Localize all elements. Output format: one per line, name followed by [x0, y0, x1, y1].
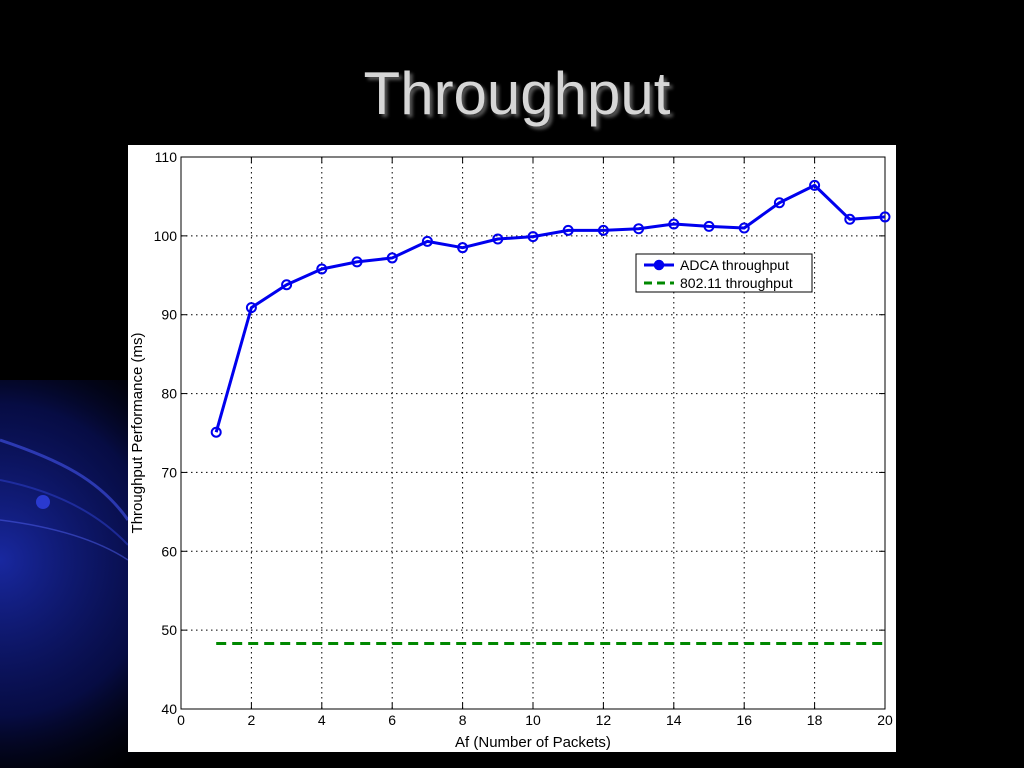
data-point-marker — [773, 197, 785, 209]
data-point-marker — [421, 235, 433, 247]
data-point-marker — [351, 256, 363, 268]
legend-label-1: 802.11 throughput — [680, 275, 793, 291]
x-tick-label: 18 — [807, 712, 823, 728]
x-tick-label: 20 — [877, 712, 893, 728]
x-tick-label: 14 — [666, 712, 682, 728]
y-tick-label: 80 — [161, 386, 177, 402]
y-tick-label: 100 — [154, 228, 178, 244]
data-point-marker — [879, 211, 891, 223]
y-tick-label: 110 — [155, 149, 178, 165]
data-point-marker — [457, 242, 469, 254]
x-tick-label: 0 — [177, 712, 185, 728]
data-point-marker — [562, 224, 574, 236]
data-point-marker — [527, 231, 539, 243]
x-axis-label: Af (Number of Packets) — [455, 734, 611, 751]
data-point-marker — [597, 224, 609, 236]
throughput-line-chart: 0 2 4 6 8 10 12 14 16 18 20 40 50 60 70 80 90 100 110 Af (N… — [129, 149, 893, 751]
chart-panel: 0 2 4 6 8 10 12 14 16 18 20 40 50 60 70 80 90 100 110 Af (N… — [128, 145, 896, 752]
data-point-marker — [668, 218, 680, 230]
x-tick-label: 8 — [459, 712, 467, 728]
series-line-0 — [214, 183, 886, 433]
x-tick-label: 4 — [318, 712, 326, 728]
y-tick-label: 70 — [161, 464, 177, 480]
x-tick-label: 16 — [736, 712, 752, 728]
y-tick-label: 50 — [161, 622, 177, 638]
data-point-marker — [844, 213, 856, 225]
y-tick-label: 60 — [161, 543, 177, 559]
data-point-marker — [492, 233, 504, 245]
y-axis-label: Throughput Performance (ms) — [129, 333, 146, 534]
data-point-marker — [281, 279, 293, 291]
y-tick-label: 90 — [161, 307, 177, 323]
data-point-marker — [738, 222, 750, 234]
data-point-marker — [210, 426, 222, 438]
slide-title: Throughput — [363, 60, 671, 127]
data-point-marker — [633, 223, 645, 235]
data-point-marker — [809, 179, 821, 191]
x-tick-label: 10 — [525, 712, 541, 728]
legend-box — [635, 253, 813, 293]
legend-marker-0 — [653, 259, 665, 271]
legend-label-0: ADCA throughput — [680, 257, 789, 273]
data-point-marker — [316, 263, 328, 275]
x-tick-label: 6 — [388, 712, 396, 728]
data-point-marker — [245, 302, 257, 314]
x-tick-label: 12 — [596, 712, 612, 728]
y-tick-label: 40 — [161, 701, 177, 717]
data-point-marker — [386, 252, 398, 264]
x-tick-label: 2 — [248, 712, 256, 728]
data-point-marker — [703, 220, 715, 232]
